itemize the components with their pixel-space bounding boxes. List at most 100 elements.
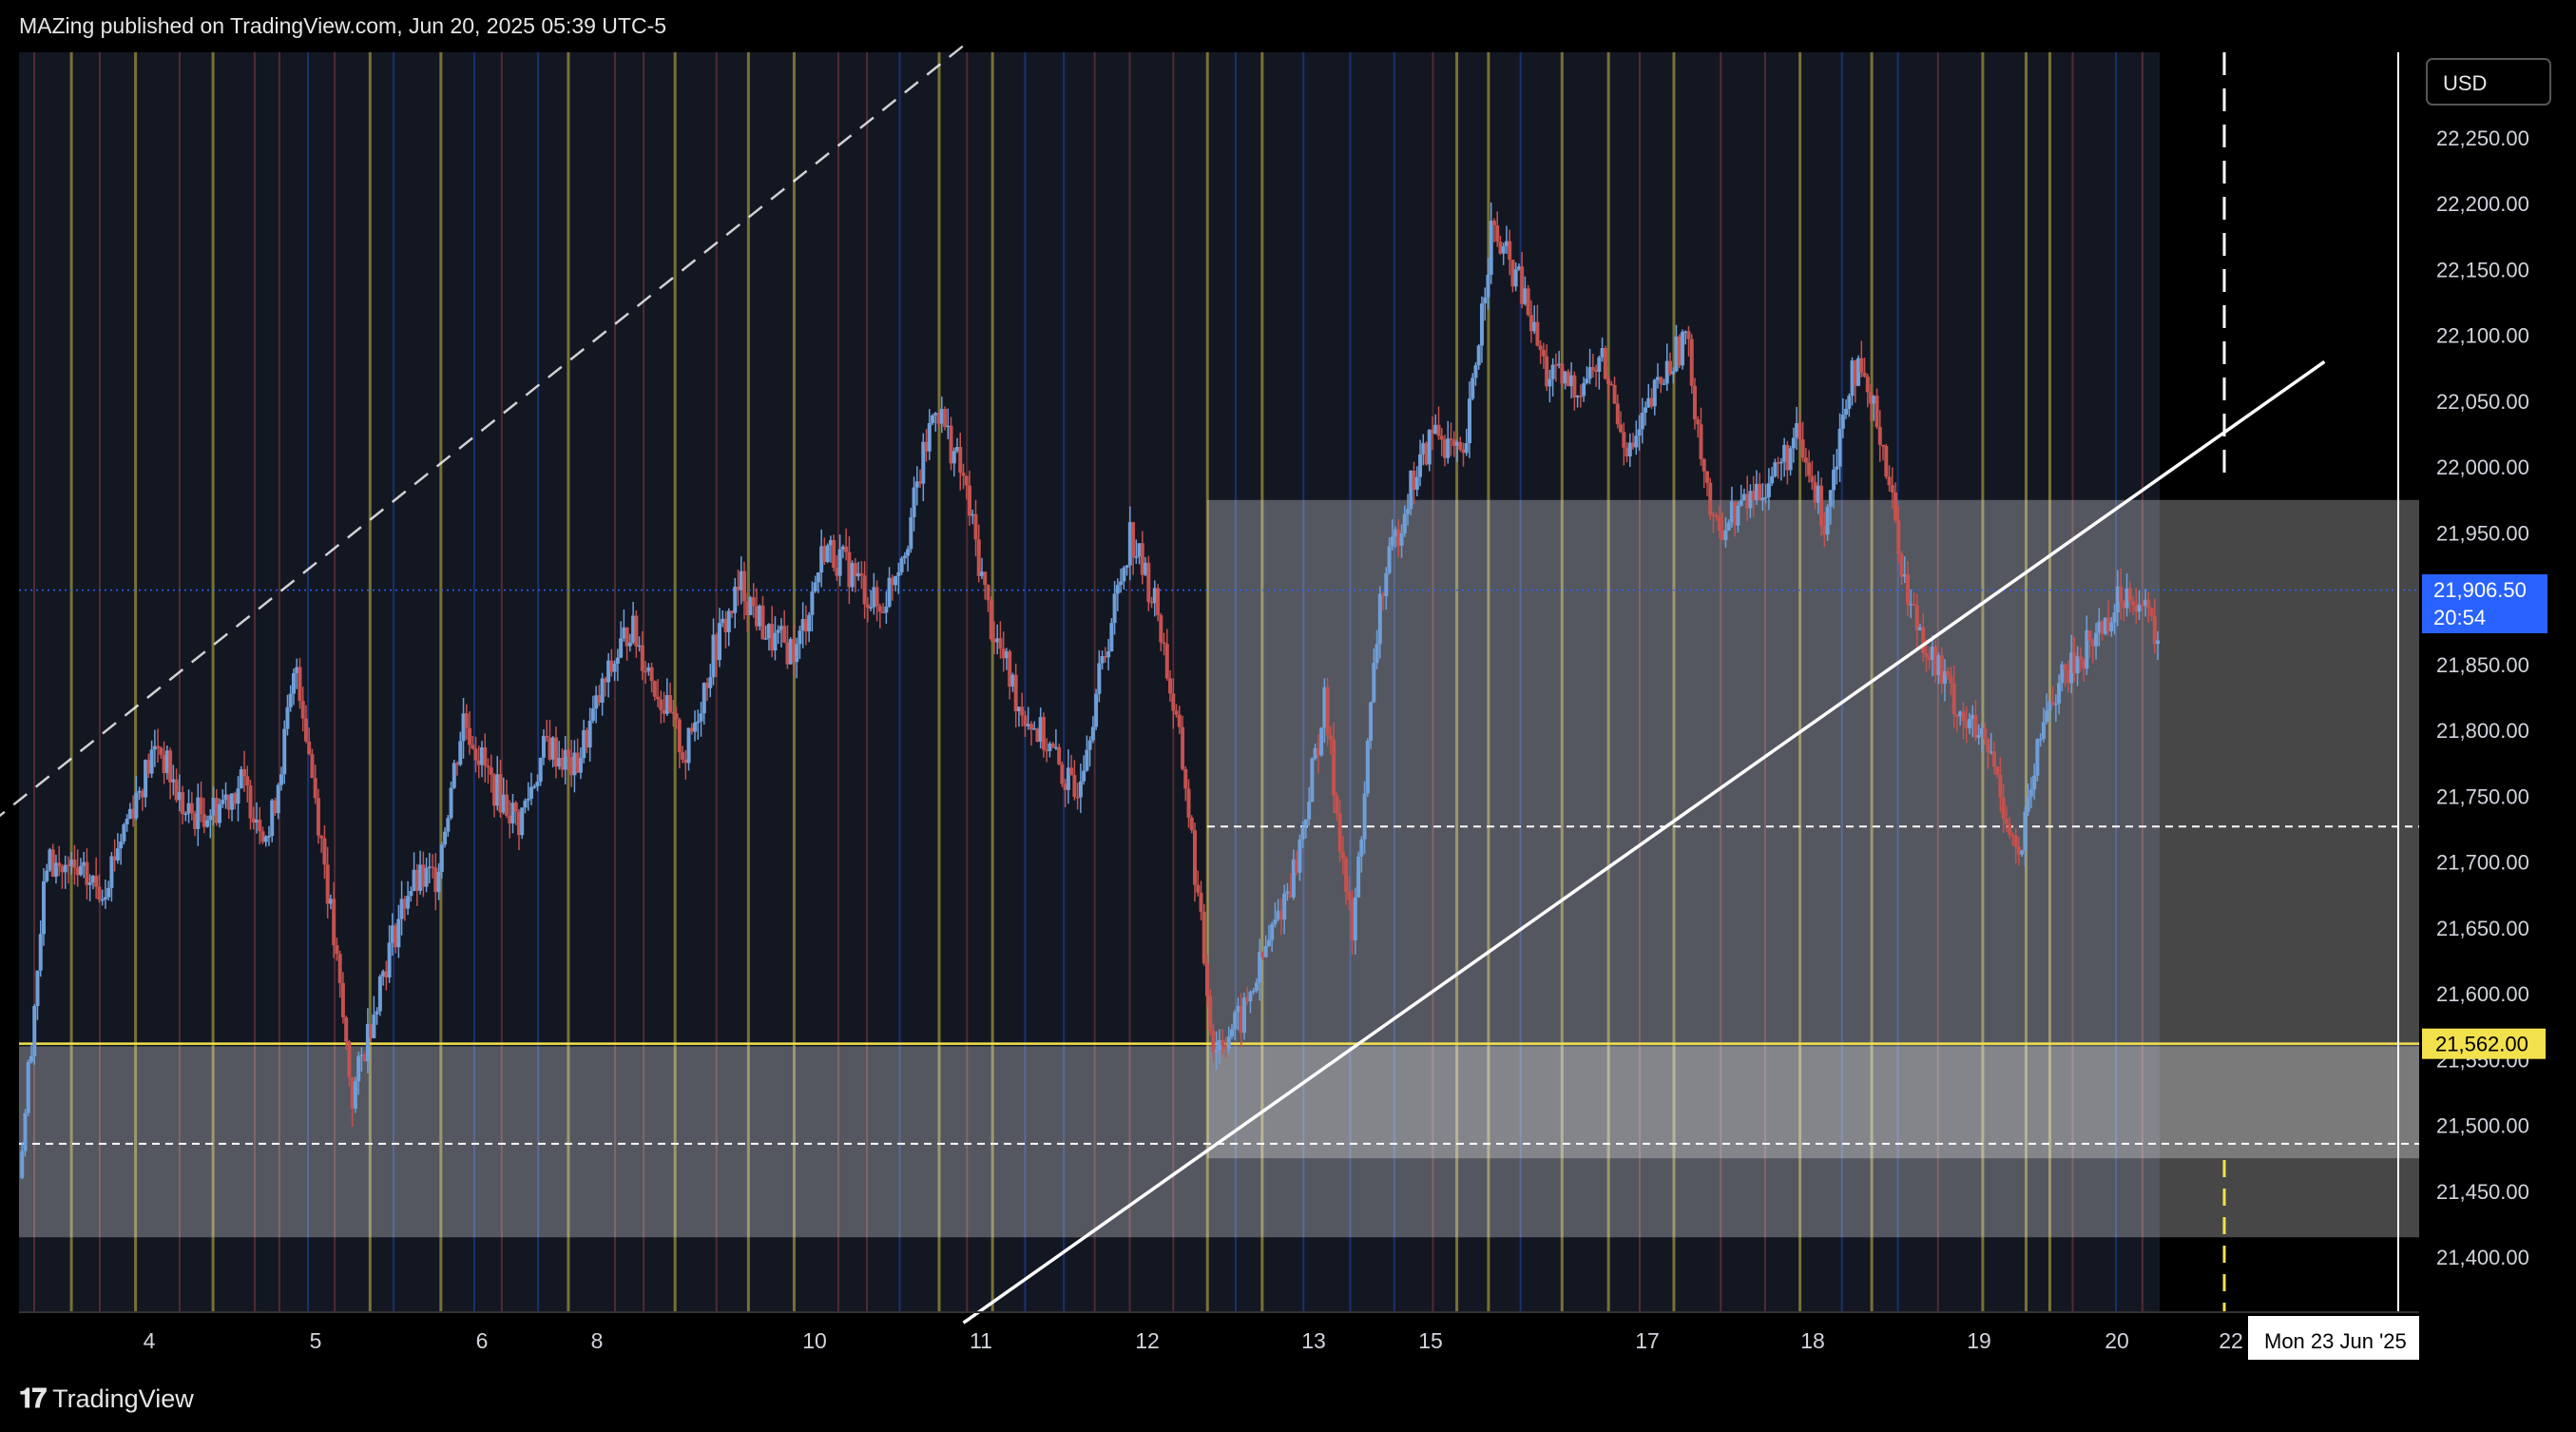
candle-body [38, 934, 43, 971]
time-tick-label: 11 [970, 1328, 992, 1353]
candle-body [585, 729, 589, 748]
candle-body [258, 820, 262, 832]
trendline-dashed[interactable] [0, 45, 965, 822]
candle-body [1223, 1044, 1228, 1050]
candle-body [1751, 491, 1756, 500]
candle-body [1766, 483, 1771, 497]
candle-body [881, 611, 886, 613]
candle-body [1528, 315, 1533, 332]
candle-body [1316, 747, 1320, 756]
price-chart[interactable]: 22,250.00 22,200.00 22,150.00 22,100.00 22,0… [0, 0, 2576, 1379]
candle-body [566, 749, 570, 758]
candle-body [41, 880, 46, 935]
candle-body [1340, 851, 1345, 859]
candle-body [409, 891, 413, 897]
candle-body [853, 563, 857, 577]
time-axis[interactable]: 4 5 6 8 10 11 12 13 15 17 18 19 20 22 [144, 1328, 2243, 1353]
candle-body [168, 750, 173, 783]
candle-body [1449, 438, 1453, 440]
candle-body [989, 600, 993, 640]
zone-upper [1207, 499, 2419, 1159]
candle-body [952, 451, 956, 464]
candle-body [1890, 485, 1894, 493]
candle-body [1140, 543, 1144, 575]
candle-body [1258, 951, 1262, 983]
candle-body [1278, 910, 1283, 920]
candle-body [909, 516, 913, 550]
candle-body [2072, 652, 2077, 674]
candle-body [1884, 445, 1889, 477]
candle-body [164, 750, 169, 774]
currency-badge[interactable]: USD [2426, 58, 2551, 106]
candle-body [285, 706, 290, 729]
candle-body [1909, 604, 1913, 606]
candle-body [1649, 397, 1654, 407]
time-tick-label: 8 [591, 1328, 604, 1353]
candle-body [1773, 462, 1778, 476]
candle-body [1418, 454, 1423, 477]
candle-body [2013, 835, 2018, 847]
candle-body [693, 722, 698, 732]
candle-body [1322, 687, 1327, 728]
candle-body [1053, 746, 1058, 749]
candle-body [1350, 900, 1355, 940]
candle-body [369, 1024, 374, 1038]
candle-body [587, 721, 592, 748]
session-stripe [746, 52, 750, 1312]
candle-body [973, 513, 978, 540]
candle-body [1436, 424, 1441, 436]
candle-body [316, 798, 320, 836]
candle-body [1396, 529, 1401, 546]
candle-body [634, 615, 639, 647]
candle-body [1498, 241, 1503, 254]
candle-body [668, 695, 673, 713]
candle-body [1291, 859, 1296, 898]
candle-body [1631, 442, 1636, 448]
candle-body [255, 820, 259, 823]
candle-body [597, 695, 602, 703]
candle-body [390, 925, 394, 943]
candle-body [1295, 859, 1299, 873]
candle-body [606, 660, 611, 683]
candle-body [300, 701, 305, 719]
candle-body [1902, 573, 1907, 577]
candle-body [1319, 727, 1324, 756]
time-tick-label: 15 [1418, 1328, 1443, 1353]
candle-body [1451, 439, 1456, 446]
candle-body [1431, 429, 1435, 435]
candle-body [214, 798, 219, 823]
price-axis[interactable]: 22,250.00 22,200.00 22,150.00 22,100.00 22,0… [2436, 126, 2529, 1269]
candle-body [1976, 734, 1981, 738]
candle-body [1394, 529, 1398, 537]
time-tick-label: 17 [1635, 1328, 1660, 1353]
candle-body [979, 571, 984, 576]
candle-body [1791, 437, 1796, 449]
candle-body [377, 976, 382, 1012]
candle-body [964, 475, 969, 486]
trendlines[interactable] [0, 45, 2326, 1325]
candle-body [1973, 714, 1978, 738]
candle-body [94, 876, 99, 887]
candle-body [266, 836, 271, 838]
candle-body [1872, 396, 1876, 404]
candle-body [600, 678, 605, 703]
candle-body [1986, 739, 1990, 752]
candle-body [1208, 996, 1213, 1031]
candle-body [1582, 383, 1586, 397]
candle-body [260, 831, 265, 842]
candle-body [458, 741, 463, 765]
trendline-solid[interactable] [962, 359, 2326, 1325]
candle-body [1032, 728, 1037, 730]
candle-body [810, 591, 815, 615]
candle-body [236, 788, 240, 804]
candle-body [516, 811, 521, 836]
candle-body [1236, 1005, 1240, 1013]
candle-body [57, 862, 62, 867]
time-tick-label: 20 [2105, 1328, 2129, 1353]
candle-body [1795, 423, 1799, 438]
candle-body [2010, 834, 2015, 837]
candle-body [550, 737, 555, 760]
candle-body [1131, 522, 1136, 557]
candle-body [87, 882, 92, 885]
candle-body [1020, 706, 1025, 716]
